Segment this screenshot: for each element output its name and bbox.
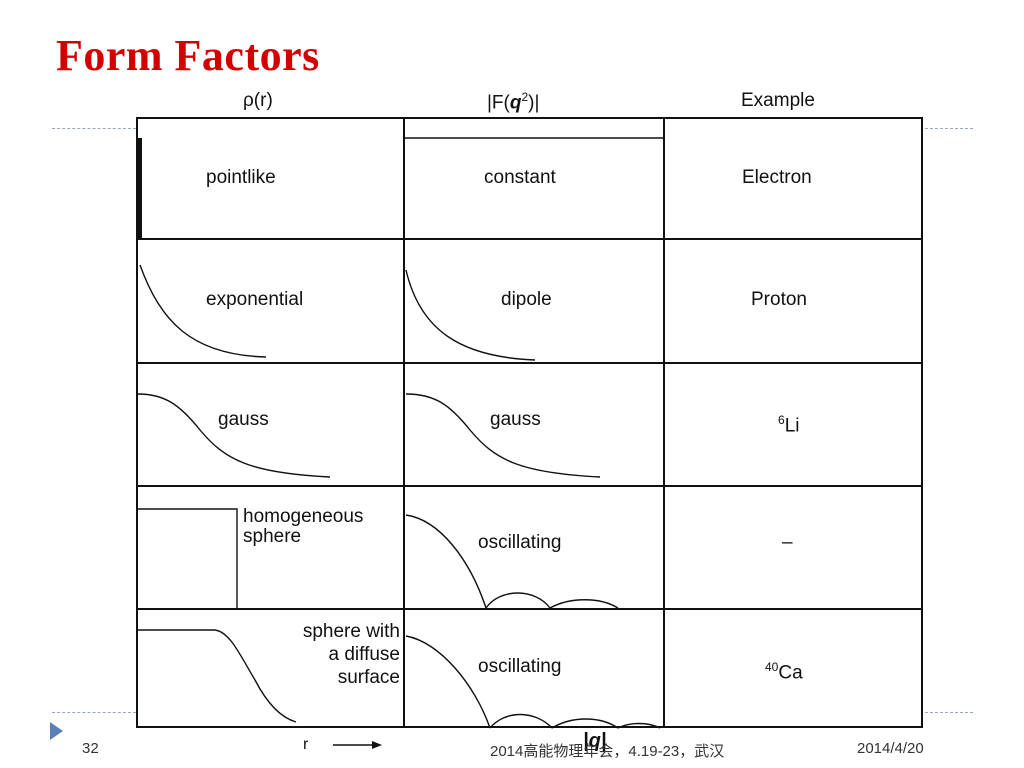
ff-oscillation-lobe-3: [489, 713, 553, 729]
ff-label-dipole: dipole: [501, 289, 552, 310]
rho-exponential-curve: [139, 264, 267, 358]
footer-conference: 2014高能物理年会，4.19-23，武汉: [490, 743, 725, 760]
row-divider-3: [136, 485, 923, 487]
rho-label-gauss: gauss: [218, 409, 269, 430]
rho-sphere-step: [138, 508, 238, 608]
ff-oscillation-lobe-2: [549, 599, 619, 609]
example-calcium40: 40Ca: [765, 660, 803, 684]
q-axis-label: |q|: [583, 730, 607, 752]
footer-date: 2014/4/20: [857, 740, 924, 757]
example-proton: Proton: [751, 289, 807, 310]
page-number: 32: [82, 740, 99, 757]
form-factor-table: [136, 117, 923, 728]
ff-label-oscillating-2: oscillating: [478, 656, 562, 677]
r-axis-arrowhead: [372, 741, 382, 749]
column-divider-2: [663, 117, 665, 728]
column-divider-1: [403, 117, 405, 728]
divider-bottom-right: [925, 712, 973, 713]
ff-oscillation-lobe-4: [551, 718, 619, 729]
divider-bottom-left: [52, 712, 136, 713]
row-divider-4: [136, 608, 923, 610]
header-rho: ρ(r): [243, 90, 273, 111]
rho-label-diffuse-sphere: sphere with a diffuse surface: [302, 621, 400, 688]
ff-label-gauss: gauss: [490, 409, 541, 430]
ff-oscillating-curve-1: [405, 514, 487, 609]
ff-label-oscillating-1: oscillating: [478, 532, 562, 553]
divider-right: [925, 128, 973, 129]
row-divider-1: [136, 238, 923, 240]
ff-oscillation-lobe-1: [485, 592, 551, 609]
ff-gauss-curve: [405, 393, 601, 478]
slide-title: Form Factors: [56, 31, 320, 80]
row-divider-2: [136, 362, 923, 364]
r-axis-label: r: [303, 736, 309, 753]
example-electron: Electron: [742, 167, 812, 188]
ff-dipole-curve: [405, 269, 536, 361]
slide-bullet-marker: [50, 722, 63, 740]
ff-oscillating-curve-2: [405, 635, 491, 729]
ff-label-constant: constant: [484, 167, 556, 188]
example-lithium6: 6Li: [778, 413, 800, 437]
rho-label-exponential: exponential: [206, 289, 304, 310]
rho-gauss-curve: [137, 393, 331, 478]
rho-diffuse-curve: [138, 629, 297, 723]
header-formfactor: |F(q2)|: [487, 90, 540, 114]
header-example: Example: [741, 90, 815, 111]
rho-label-pointlike: pointlike: [206, 167, 276, 188]
divider-left: [52, 128, 136, 129]
rho-label-homogeneous-sphere: homogeneous sphere: [243, 506, 364, 547]
ff-oscillation-lobe-5: [617, 722, 661, 729]
example-dash: –: [782, 532, 793, 553]
rho-delta-mark: [136, 138, 142, 238]
